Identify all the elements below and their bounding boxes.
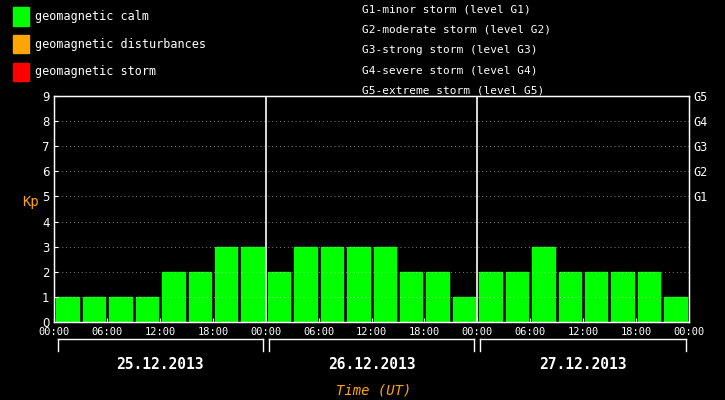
Bar [57, 297, 79, 322]
Bar [400, 272, 423, 322]
Bar [162, 272, 185, 322]
Text: G3-strong storm (level G3): G3-strong storm (level G3) [362, 45, 538, 55]
FancyBboxPatch shape [13, 62, 29, 81]
Text: G4-severe storm (level G4): G4-severe storm (level G4) [362, 65, 538, 75]
Bar [479, 272, 502, 322]
Bar [241, 247, 264, 322]
Bar [373, 247, 396, 322]
Text: geomagnetic storm: geomagnetic storm [35, 65, 156, 78]
Bar [347, 247, 370, 322]
Text: 26.12.2013: 26.12.2013 [328, 357, 415, 372]
Bar [558, 272, 581, 322]
Bar [453, 297, 476, 322]
Bar [83, 297, 105, 322]
Bar [638, 272, 660, 322]
Text: G5-extreme storm (level G5): G5-extreme storm (level G5) [362, 86, 544, 96]
Text: 27.12.2013: 27.12.2013 [539, 357, 627, 372]
Bar [611, 272, 634, 322]
Text: geomagnetic disturbances: geomagnetic disturbances [35, 38, 206, 51]
Bar [109, 297, 132, 322]
Text: G1-minor storm (level G1): G1-minor storm (level G1) [362, 5, 531, 15]
Bar [320, 247, 343, 322]
Bar [136, 297, 158, 322]
Bar [268, 272, 290, 322]
Bar [294, 247, 317, 322]
Text: geomagnetic calm: geomagnetic calm [35, 10, 149, 23]
Text: Time (UT): Time (UT) [336, 384, 411, 398]
Bar [506, 272, 529, 322]
FancyBboxPatch shape [13, 7, 29, 26]
Text: G2-moderate storm (level G2): G2-moderate storm (level G2) [362, 25, 552, 35]
Bar [585, 272, 608, 322]
Bar [664, 297, 687, 322]
Y-axis label: Kp: Kp [22, 195, 39, 209]
Bar [215, 247, 237, 322]
Bar [188, 272, 211, 322]
Bar [426, 272, 449, 322]
Bar [532, 247, 555, 322]
Text: 25.12.2013: 25.12.2013 [116, 357, 204, 372]
FancyBboxPatch shape [13, 35, 29, 53]
